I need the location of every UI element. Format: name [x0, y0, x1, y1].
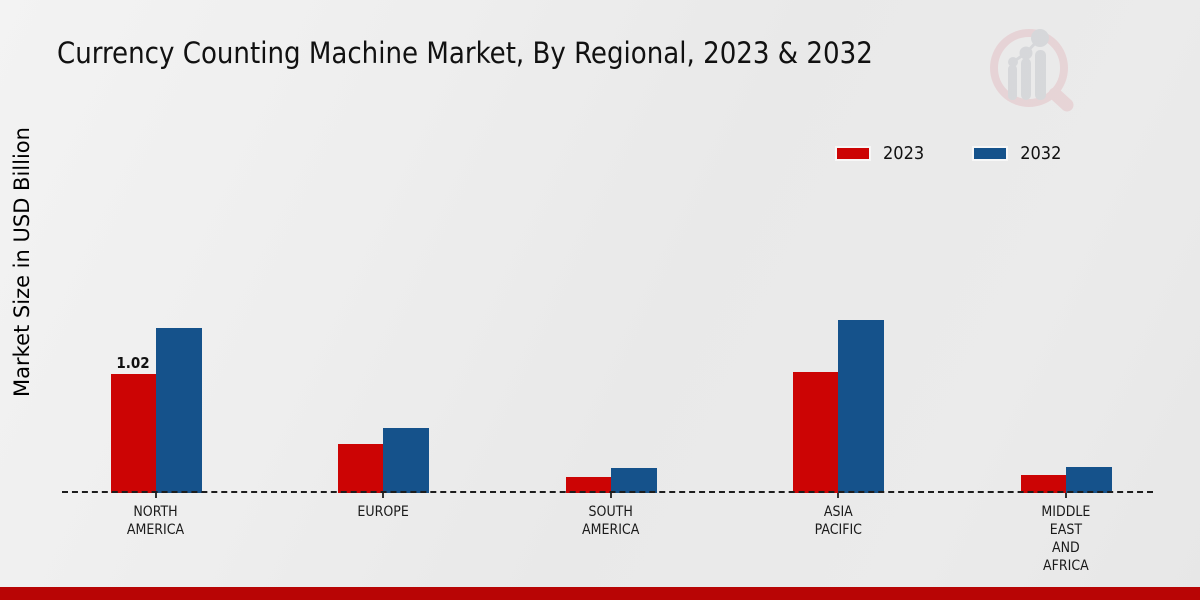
x-axis-tick	[382, 493, 385, 498]
x-axis-tick	[609, 493, 612, 498]
x-axis-tick	[837, 493, 840, 498]
magnifier-bar-chart-logo-icon	[990, 29, 1074, 112]
category-label-middle-east-and-africa: MIDDLE EAST AND AFRICA	[1041, 504, 1091, 574]
legend-swatch-2032	[974, 148, 1007, 159]
legend-item-2032: 2032	[974, 143, 1061, 164]
footer-accent-bar	[0, 587, 1200, 600]
category-label-europe: EUROPE	[357, 504, 409, 520]
bar-2032-asia-pacific	[838, 320, 885, 493]
bar-2023-europe	[338, 444, 384, 493]
legend-label-2023: 2023	[883, 143, 925, 164]
x-axis-line	[62, 491, 1153, 493]
bar-2032-south-america	[610, 468, 657, 493]
chart-title: Currency Counting Machine Market, By Reg…	[57, 36, 873, 70]
legend-item-2023: 2023	[837, 143, 924, 164]
legend-swatch-2023	[837, 148, 869, 159]
bar-2023-middle-east-and-africa	[1020, 475, 1066, 493]
bar-2023-asia-pacific	[793, 372, 839, 493]
bar-2032-middle-east-and-africa	[1065, 467, 1112, 493]
x-axis-tick	[154, 493, 157, 498]
bar-2023-north-america	[110, 374, 156, 493]
category-label-south-america: SOUTH AMERICA	[582, 504, 640, 538]
bar-2023-south-america	[565, 477, 611, 493]
x-axis-tick	[1064, 493, 1067, 498]
bar-2032-north-america	[155, 328, 202, 493]
y-axis-label: Market Size in USD Billion	[10, 127, 34, 397]
bar-2032-europe	[383, 428, 430, 493]
bar-value-label: 1.02	[116, 354, 150, 372]
legend: 2023 2032	[837, 143, 1061, 164]
category-label-north-america: NORTH AMERICA	[126, 504, 185, 538]
legend-label-2032: 2032	[1020, 143, 1062, 164]
category-label-asia-pacific: ASIA PACIFIC	[814, 504, 862, 538]
